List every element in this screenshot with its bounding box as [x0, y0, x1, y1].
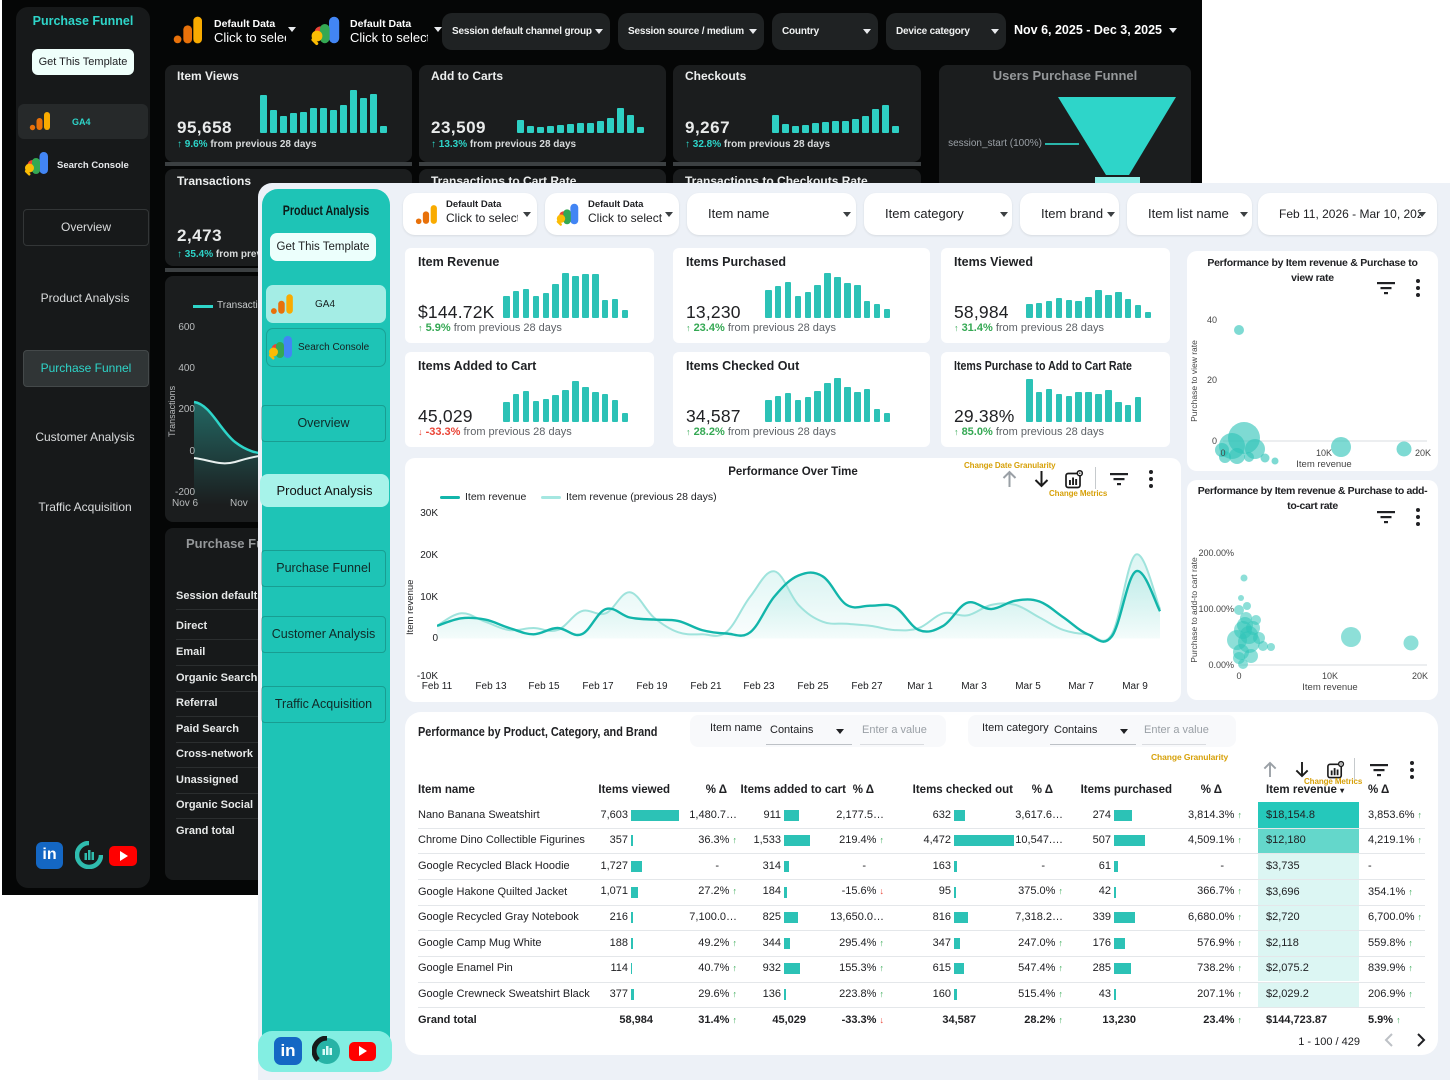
svg-text:20K: 20K — [1412, 671, 1428, 681]
svg-text:100.00%: 100.00% — [1198, 604, 1234, 614]
svg-text:200.00%: 200.00% — [1198, 548, 1234, 558]
svg-text:10K: 10K — [1316, 448, 1332, 458]
svg-text:Purchase to add-to cart rate: Purchase to add-to cart rate — [1189, 557, 1199, 663]
svg-text:20K: 20K — [1415, 448, 1431, 458]
svg-text:Item revenue: Item revenue — [1296, 459, 1351, 470]
svg-text:10K: 10K — [1322, 671, 1338, 681]
svg-text:0: 0 — [1212, 436, 1217, 446]
svg-text:40: 40 — [1207, 315, 1217, 325]
svg-text:0: 0 — [1236, 671, 1241, 681]
svg-text:Purchase to view rate: Purchase to view rate — [1189, 340, 1199, 422]
svg-text:0: 0 — [1220, 448, 1225, 458]
svg-text:20: 20 — [1207, 375, 1217, 385]
svg-text:0.00%: 0.00% — [1208, 660, 1234, 670]
svg-text:Item revenue: Item revenue — [1302, 682, 1357, 693]
